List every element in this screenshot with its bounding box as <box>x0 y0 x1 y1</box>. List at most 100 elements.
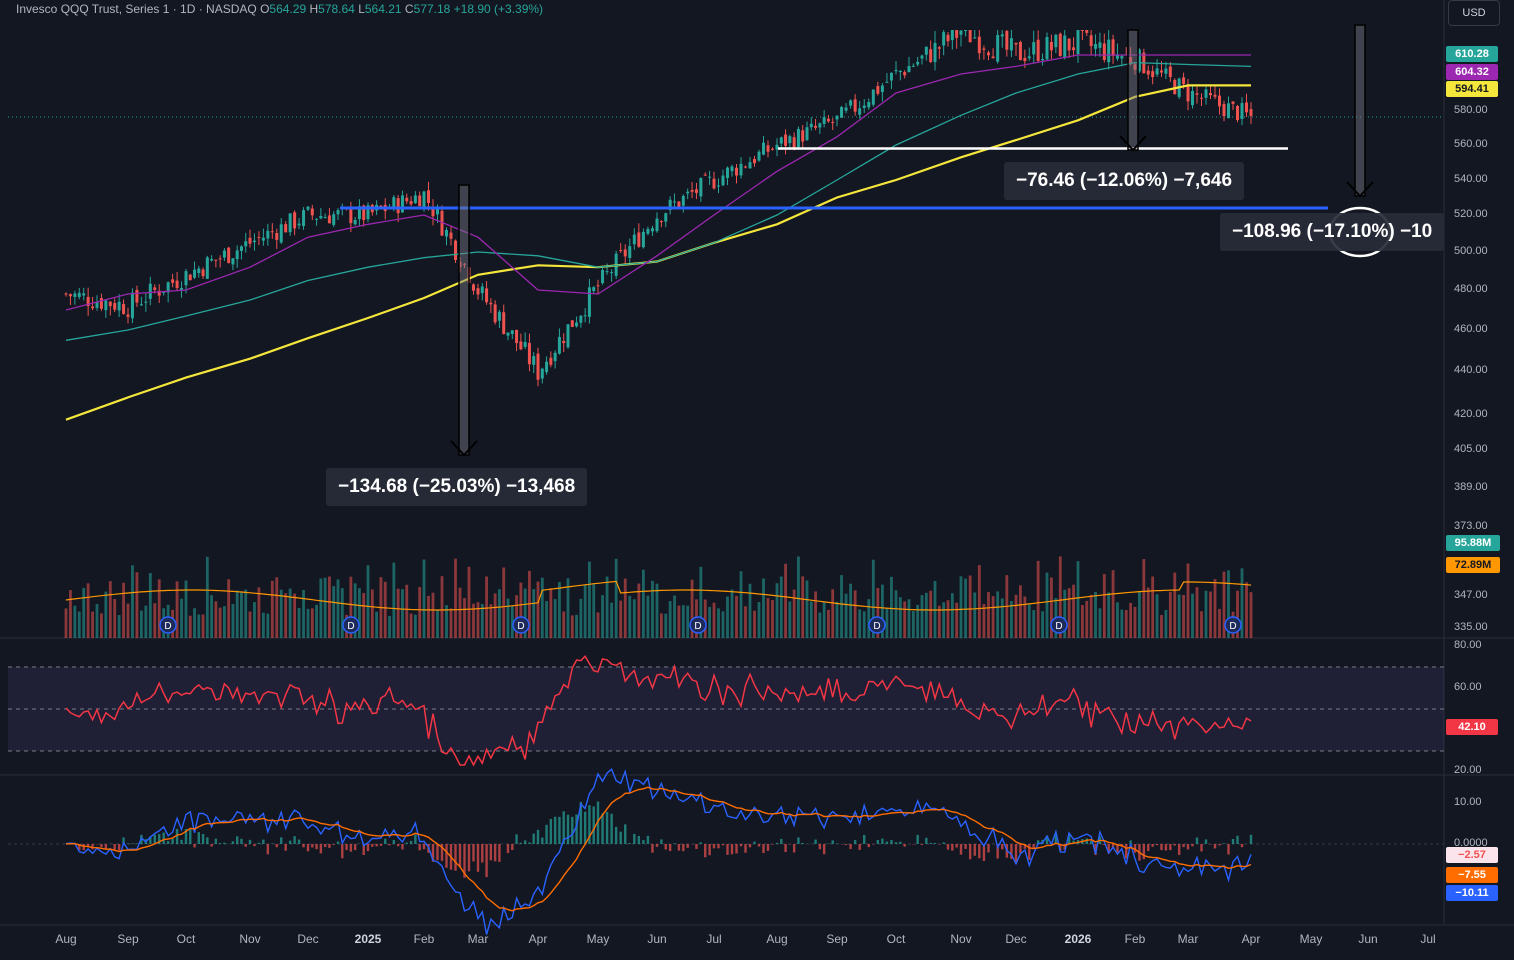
volume-bar <box>180 598 183 638</box>
macd-histogram-bar <box>784 844 787 853</box>
macd-histogram-bar <box>113 844 116 850</box>
volume-bar <box>73 605 77 638</box>
volume-bar <box>646 595 650 638</box>
macd-histogram-bar <box>646 835 650 844</box>
currency-button[interactable]: USD <box>1448 0 1500 26</box>
candle-body <box>1236 106 1239 120</box>
volume-bar <box>809 601 813 638</box>
volume-bar <box>1045 572 1049 638</box>
price-axis-label: 347.00 <box>1454 589 1488 601</box>
candle-body <box>261 237 265 241</box>
candle-body <box>1018 41 1022 61</box>
rsi-value-tag: 42.10 <box>1446 719 1498 735</box>
candle-body <box>422 191 426 209</box>
volume-bar <box>1222 571 1226 638</box>
dividend-marker-label: D <box>517 621 524 632</box>
macd-histogram-bar <box>332 844 335 845</box>
volume-bar <box>297 607 301 638</box>
volume-bar <box>1164 609 1168 638</box>
candle-body <box>1072 47 1076 51</box>
candle-body <box>532 356 536 365</box>
dividend-marker <box>342 616 360 634</box>
macd-histogram-bar <box>436 844 439 861</box>
volume-bar <box>153 603 157 638</box>
candle-body <box>1049 41 1053 51</box>
volume-bar <box>862 611 866 638</box>
macd-histogram-bar <box>86 844 90 847</box>
volume-bar <box>664 613 668 638</box>
macd-histogram-bar <box>262 839 265 844</box>
macd-axis-label: 10.00 <box>1454 796 1482 808</box>
measure-label-projection[interactable]: −108.96 (−17.10%) −10 <box>1220 213 1444 251</box>
rsi-band <box>8 667 1444 751</box>
candle-body <box>1058 33 1062 57</box>
candle-body <box>489 302 493 305</box>
macd-histogram-bar <box>987 844 990 853</box>
candle-body <box>646 228 650 234</box>
volume-bar <box>266 613 270 638</box>
volume-bar <box>358 588 361 638</box>
candle-body <box>784 134 788 146</box>
volume-bar <box>253 602 256 638</box>
volume-bar <box>340 588 344 638</box>
volume-bar <box>405 584 409 638</box>
measure-label-2025-drop[interactable]: −134.68 (−25.03%) −13,468 <box>326 468 588 506</box>
price-axis-label: 440.00 <box>1454 364 1488 376</box>
candle-body <box>1054 34 1058 48</box>
measure-label-2026-drop[interactable]: −76.46 (−12.06%) −7,646 <box>1004 162 1245 200</box>
macd-histogram-bar <box>818 844 822 850</box>
candle-body <box>68 294 72 297</box>
macd-histogram-bar <box>180 839 183 844</box>
volume-bar <box>619 600 623 638</box>
macd-histogram-bar <box>532 833 535 844</box>
candle-body <box>227 247 231 263</box>
candle-body <box>796 128 800 147</box>
time-axis-label: Oct <box>886 932 906 946</box>
candle-body <box>686 191 690 194</box>
candle-body <box>244 241 248 247</box>
volume-bar <box>1155 594 1159 638</box>
candle-body <box>858 108 862 115</box>
volume-bar <box>814 591 817 638</box>
macd-histogram-bar <box>814 839 817 844</box>
macd-histogram-bar <box>973 844 976 856</box>
dividend-marker-label: D <box>347 621 354 632</box>
candle-body <box>1036 39 1040 61</box>
macd-histogram-bar <box>388 844 391 846</box>
macd-histogram-bar <box>1173 844 1176 846</box>
candle-body <box>180 287 184 291</box>
volume-bar <box>493 593 497 638</box>
macd-histogram-bar <box>1169 844 1172 851</box>
macd-histogram-bar <box>628 843 631 844</box>
volume-bar <box>950 593 954 638</box>
candle-body <box>968 30 972 43</box>
volume-bar <box>659 613 663 638</box>
volume-bar <box>987 592 990 638</box>
volume-bar <box>413 614 417 638</box>
macd-histogram-bar <box>336 841 340 844</box>
macd-histogram-bar <box>458 844 462 868</box>
volume-bar <box>903 601 907 638</box>
candle-body <box>536 353 540 380</box>
volume-bar <box>506 598 510 638</box>
volume-bar <box>601 595 604 638</box>
volume-bar <box>748 583 752 638</box>
macd-histogram-bar <box>231 841 235 844</box>
macd-histogram-bar <box>379 844 383 846</box>
volume-bar <box>880 584 884 638</box>
macd-histogram-bar <box>1014 844 1018 864</box>
candle-body <box>248 237 252 244</box>
volume-bar <box>536 581 540 638</box>
measure-arrow-projection-bar <box>1354 24 1366 197</box>
volume-bar <box>788 601 792 638</box>
candle-body <box>1041 58 1045 61</box>
macd-histogram-bar <box>673 843 676 844</box>
candle-body <box>748 162 752 169</box>
volume-bar <box>942 602 946 638</box>
symbol-title[interactable]: Invesco QQQ Trust, Series 1 · 1D · NASDA… <box>16 2 257 16</box>
macd-histogram-bar <box>699 842 703 844</box>
volume-ma-tag: 72.89M <box>1446 557 1500 573</box>
volume-bar <box>1160 615 1163 638</box>
